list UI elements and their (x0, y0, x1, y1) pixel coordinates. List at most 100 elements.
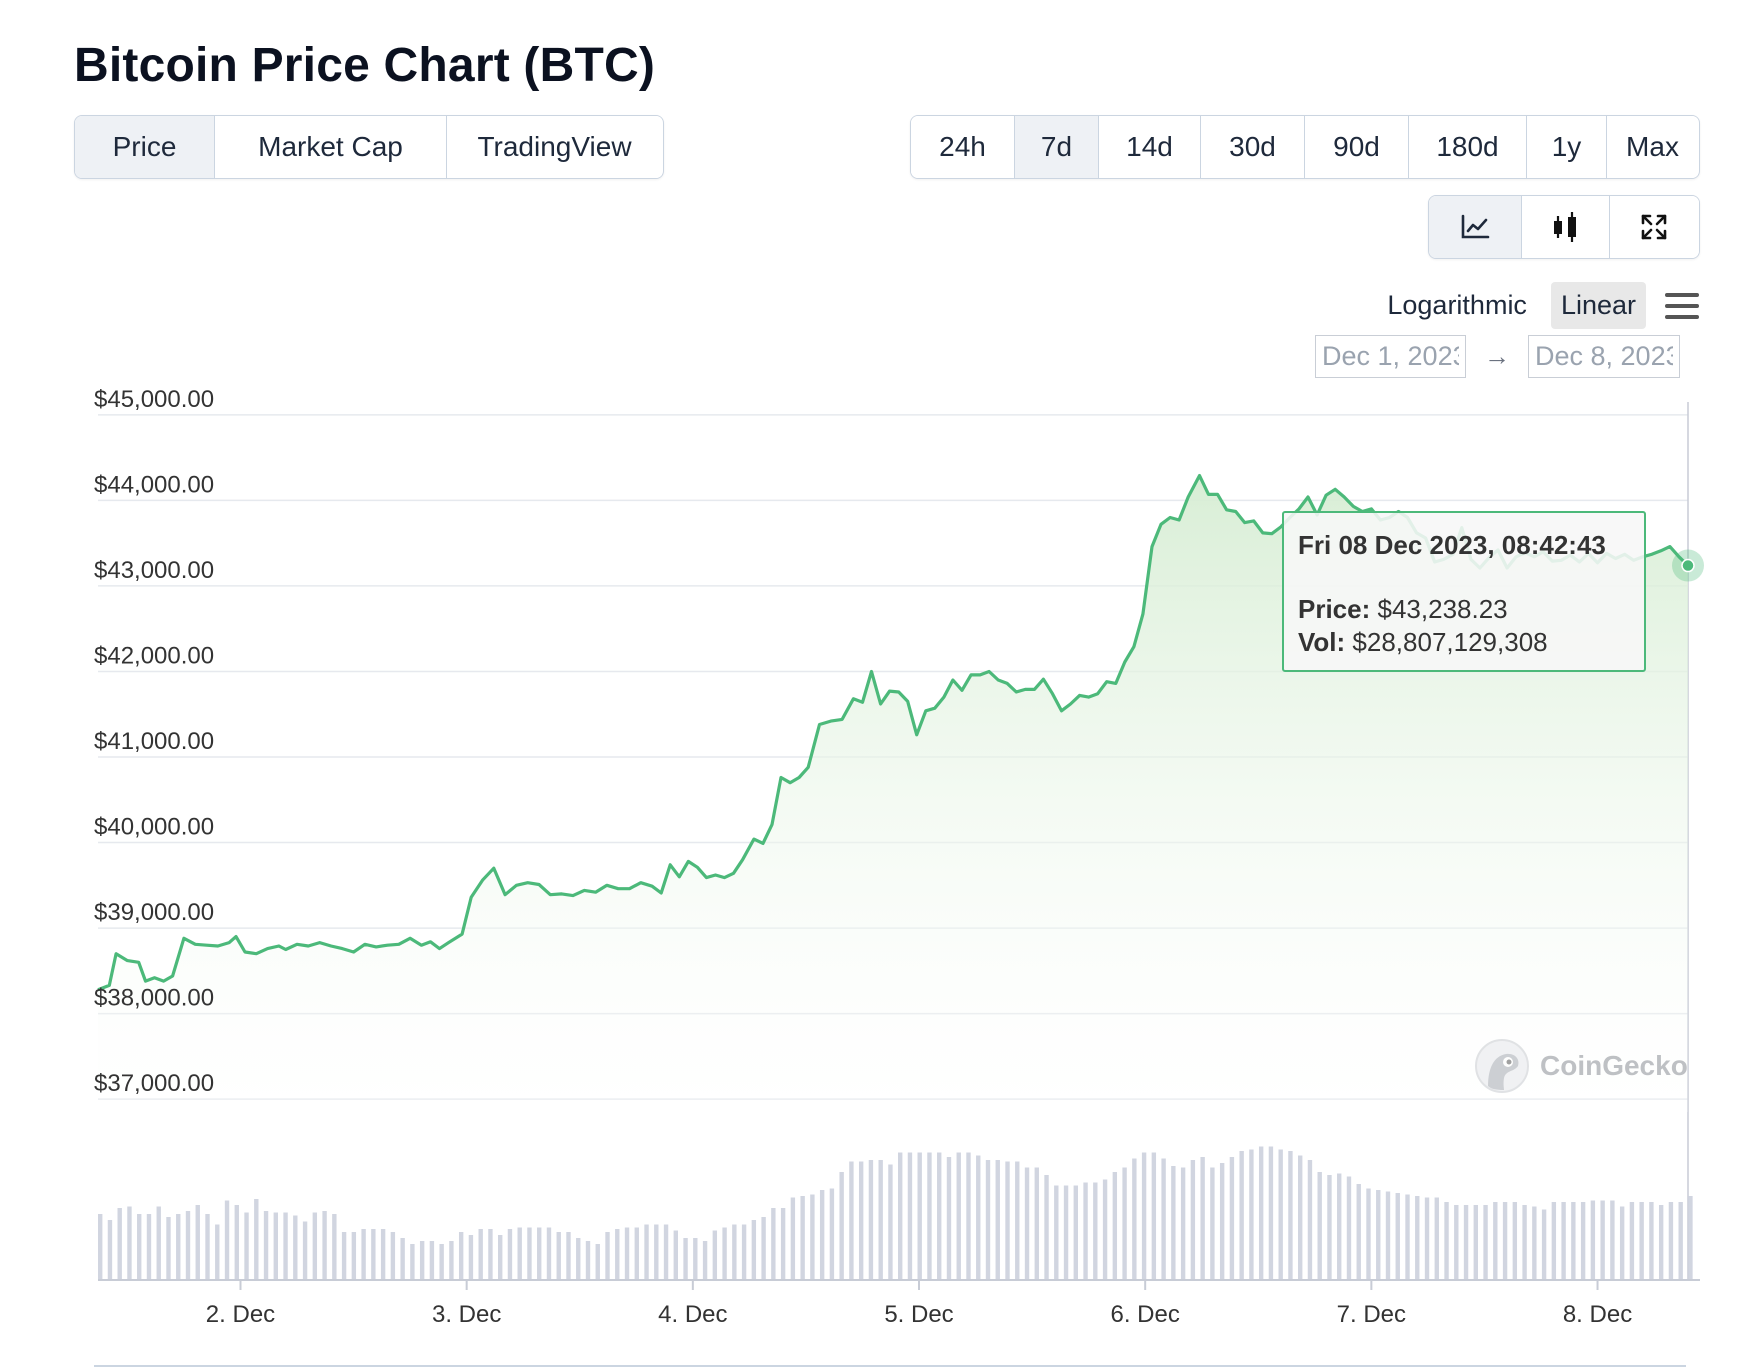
volume-bar (829, 1188, 835, 1280)
y-tick-label: $43,000.00 (94, 557, 214, 584)
volume-bar (234, 1205, 239, 1280)
volume-bar (800, 1196, 805, 1280)
volume-bar (312, 1212, 318, 1280)
volume-bar (1600, 1200, 1605, 1280)
volume-bar (1629, 1202, 1635, 1280)
tooltip-price-row: Price: $43,238.23 (1298, 593, 1630, 626)
volume-bar (585, 1241, 591, 1280)
chart-tools (1428, 195, 1700, 259)
volume-bar (849, 1161, 854, 1280)
tooltip-price-label: Price: (1298, 594, 1371, 624)
y-tick-label: $38,000.00 (94, 985, 214, 1012)
volume-bar (878, 1160, 883, 1280)
logarithmic-button[interactable]: Logarithmic (1387, 290, 1527, 320)
linear-button[interactable]: Linear (1550, 282, 1646, 329)
volume-bar (595, 1244, 600, 1280)
volume-bar (371, 1229, 376, 1280)
volume-bar (1454, 1205, 1459, 1280)
fullscreen-button[interactable] (1609, 196, 1699, 258)
volume-bar (1561, 1202, 1566, 1280)
volume-bar (341, 1232, 347, 1280)
x-tick-label: 4. Dec (658, 1301, 727, 1328)
volume-bar (419, 1241, 425, 1280)
volume-bar (605, 1232, 610, 1280)
watermark-text: CoinGecko (1540, 1050, 1688, 1081)
volume-bar (439, 1244, 444, 1280)
volume-bar (1317, 1172, 1322, 1280)
tab-price[interactable]: Price (75, 116, 215, 178)
volume-bar (1200, 1157, 1205, 1280)
volume-bar (810, 1194, 815, 1280)
volume-bar (185, 1211, 191, 1280)
start-date-input[interactable] (1315, 335, 1466, 378)
volume-bar (1385, 1191, 1391, 1280)
volume-bar (693, 1238, 698, 1280)
volume-bar (1502, 1202, 1508, 1280)
volume-bar (1307, 1160, 1313, 1280)
range-1y-button[interactable]: 1y (1527, 116, 1607, 178)
volume-bar (244, 1212, 249, 1280)
volume-bar (1044, 1175, 1049, 1280)
candlestick-icon (1554, 212, 1577, 242)
volume-bar (498, 1235, 503, 1280)
range-14d-button[interactable]: 14d (1099, 116, 1201, 178)
volume-bar (1395, 1193, 1400, 1280)
volume-bar (946, 1157, 952, 1280)
range-180d-button[interactable]: 180d (1409, 116, 1527, 178)
volume-bar (117, 1208, 122, 1280)
bottom-divider (94, 1365, 1686, 1367)
scale-toggle: Logarithmic Linear (1377, 282, 1700, 329)
volume-bar (663, 1224, 669, 1280)
volume-bar (1415, 1196, 1420, 1280)
volume-bar (858, 1161, 864, 1280)
volume-bar (1376, 1190, 1381, 1280)
price-tooltip: Fri 08 Dec 2023, 08:42:43 Price: $43,238… (1282, 511, 1646, 672)
end-date-input[interactable] (1528, 335, 1680, 378)
volume-bar (1512, 1202, 1518, 1280)
tab-tradingview[interactable]: TradingView (447, 116, 662, 178)
volume-bar (1346, 1176, 1352, 1280)
volume-bar (458, 1232, 464, 1280)
volume-bar (1444, 1202, 1449, 1280)
volume-bar (819, 1190, 825, 1280)
volume-bar (166, 1217, 171, 1280)
range-7d-button[interactable]: 7d (1015, 116, 1099, 178)
range-max-button[interactable]: Max (1607, 116, 1698, 178)
volume-bar (1288, 1151, 1293, 1280)
volume-bar (351, 1232, 357, 1280)
volume-bar (293, 1215, 298, 1280)
y-tick-label: $42,000.00 (94, 642, 214, 669)
volume-bar (478, 1229, 483, 1280)
menu-icon[interactable] (1664, 291, 1700, 321)
line-chart-button[interactable] (1429, 196, 1523, 258)
volume-bar (634, 1227, 639, 1280)
range-24h-button[interactable]: 24h (911, 116, 1015, 178)
volume-bar (966, 1152, 971, 1280)
range-30d-button[interactable]: 30d (1201, 116, 1305, 178)
x-tick-label: 8. Dec (1563, 1301, 1632, 1328)
candlestick-button[interactable] (1522, 196, 1610, 258)
volume-bar (702, 1241, 708, 1280)
volume-bar (644, 1224, 649, 1280)
volume-bar (1024, 1167, 1030, 1280)
volume-bar (1180, 1167, 1186, 1280)
volume-bar (1463, 1205, 1469, 1280)
x-tick-label: 3. Dec (432, 1301, 501, 1328)
volume-bar (1298, 1155, 1303, 1280)
volume-bar (898, 1152, 903, 1280)
range-90d-button[interactable]: 90d (1305, 116, 1409, 178)
y-tick-label: $44,000.00 (94, 471, 214, 498)
volume-bar (1034, 1167, 1039, 1280)
volume-bar (1161, 1158, 1166, 1280)
volume-bar (127, 1206, 132, 1280)
volume-bar (1356, 1184, 1361, 1280)
volume-bar (712, 1230, 718, 1280)
tab-market-cap[interactable]: Market Cap (215, 116, 447, 178)
volume-bar (1210, 1167, 1215, 1280)
volume-bar (1483, 1205, 1488, 1280)
volume-bar (1649, 1202, 1654, 1280)
volume-bar (1151, 1152, 1157, 1280)
volume-bar (683, 1238, 688, 1280)
volume-bar (839, 1172, 844, 1280)
